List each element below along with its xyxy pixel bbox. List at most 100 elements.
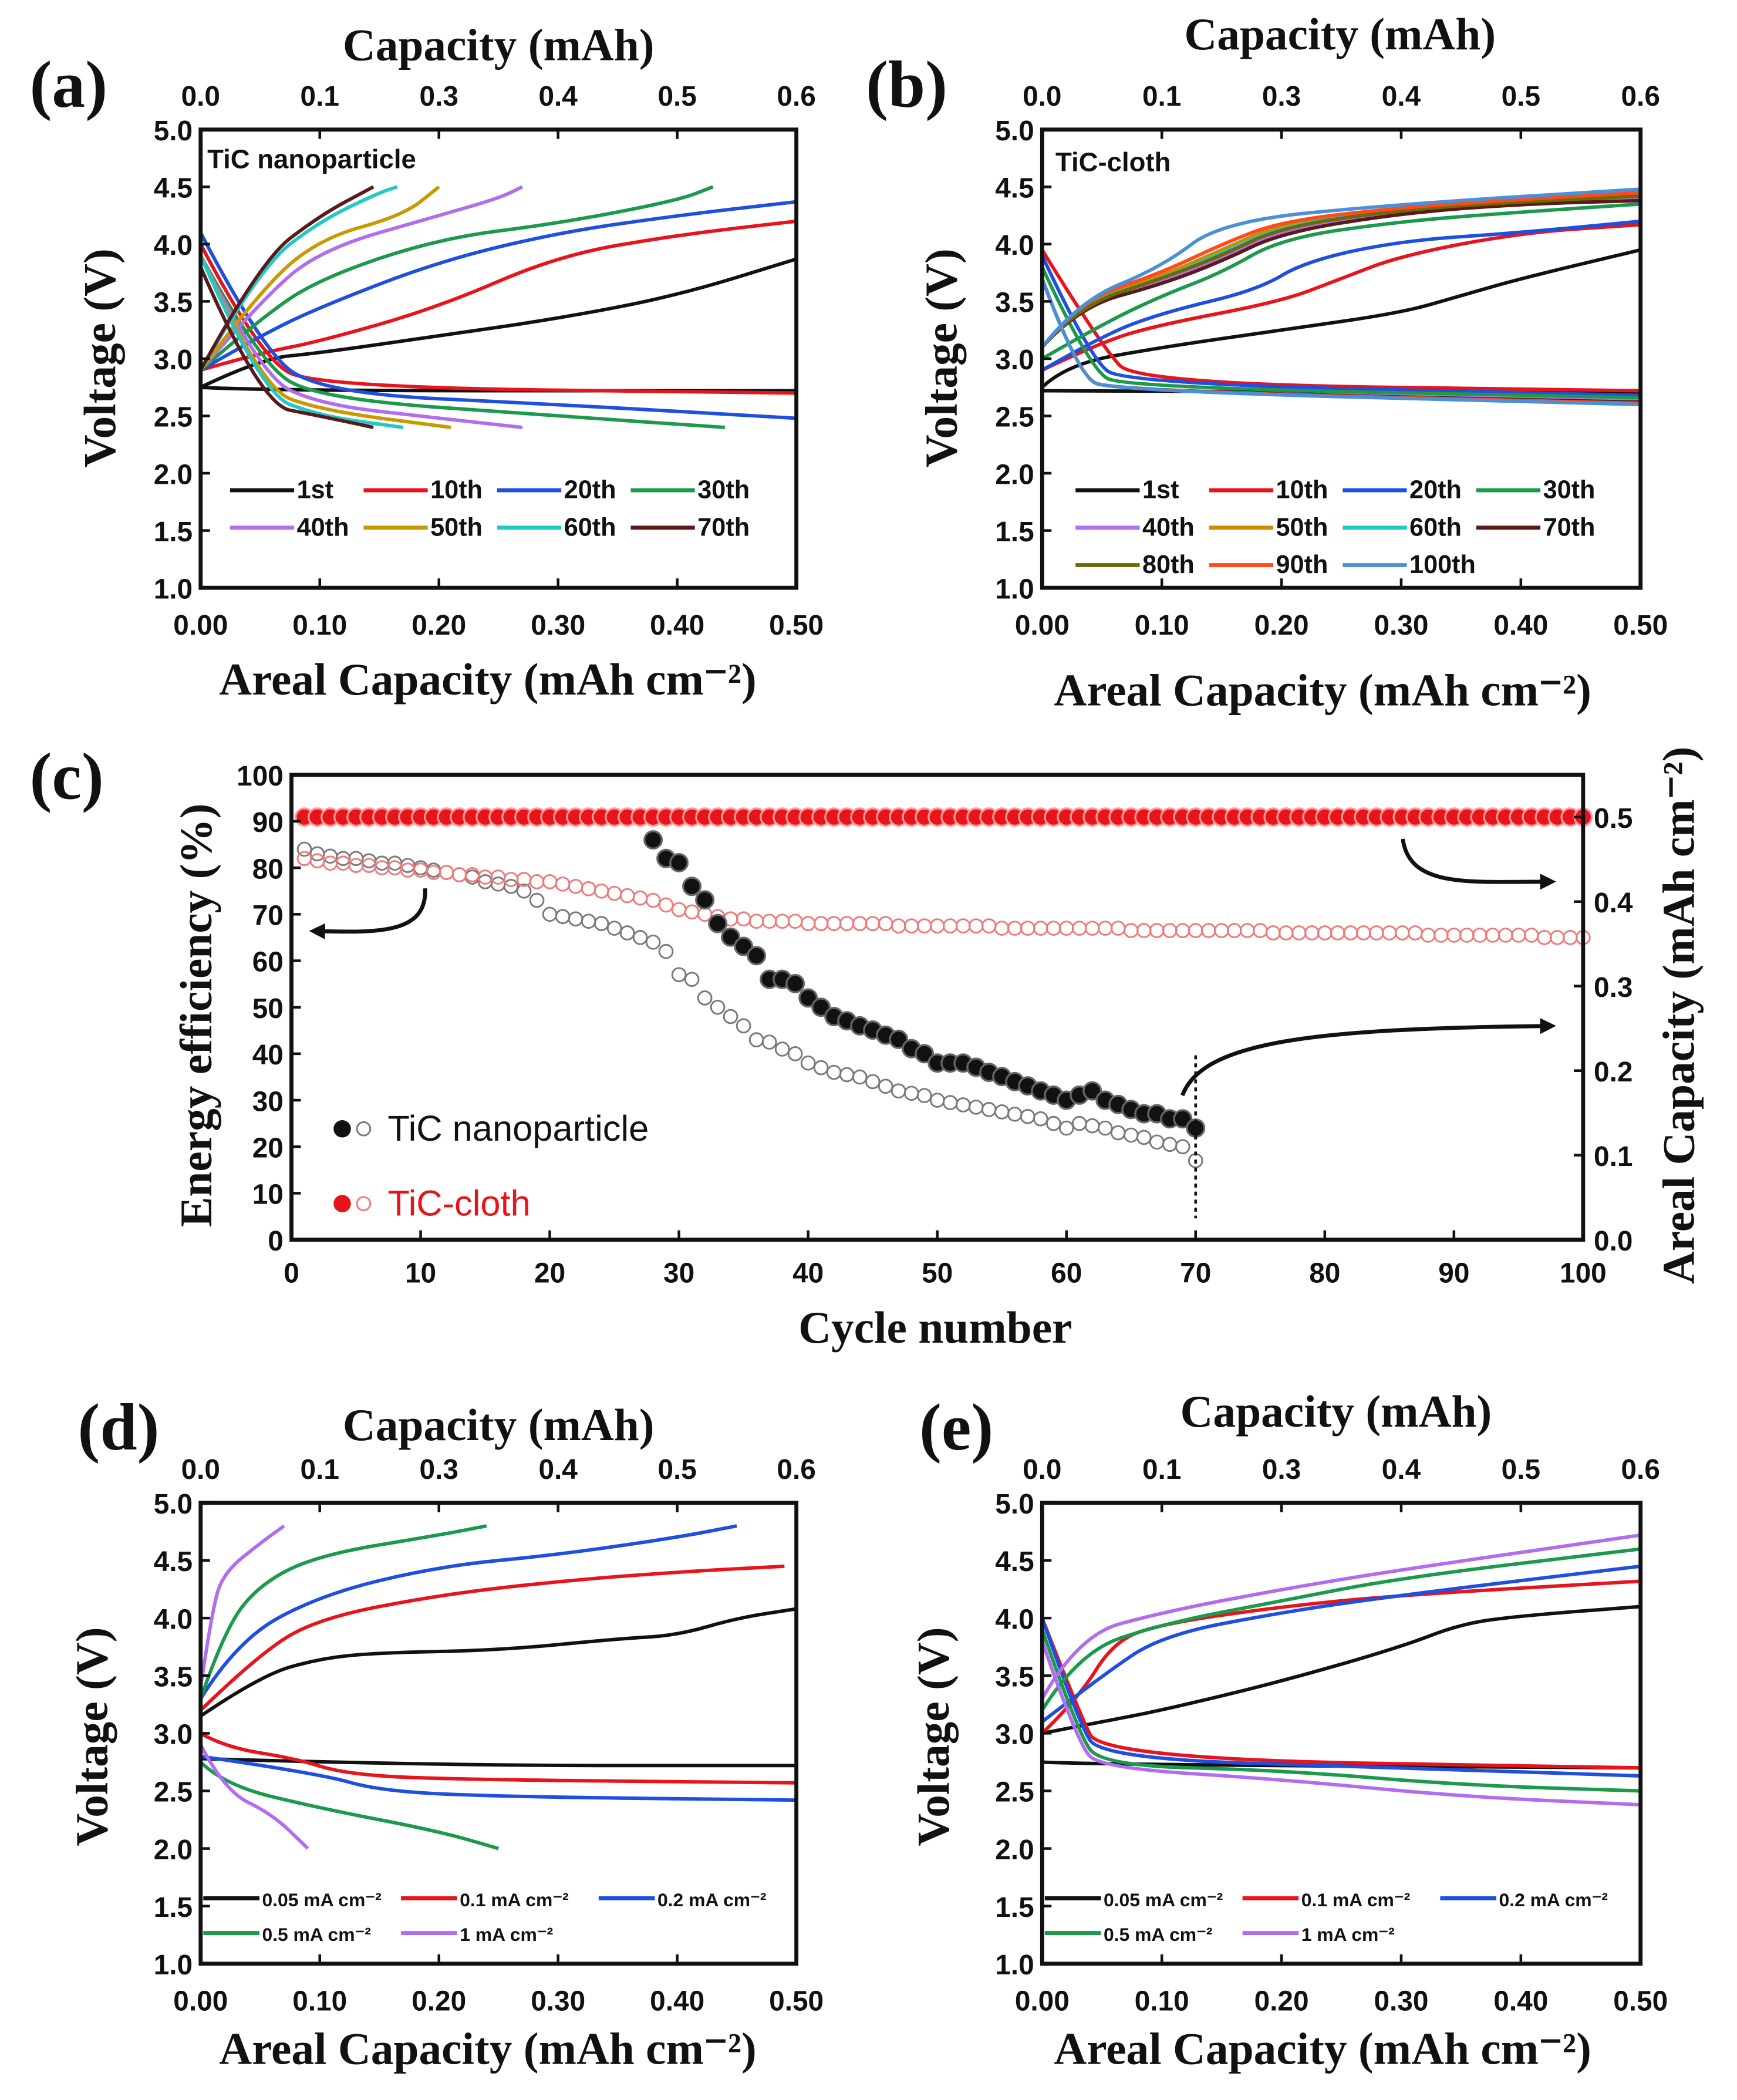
data-point bbox=[1020, 1108, 1036, 1124]
legend-label: 0.05 mA cm⁻² bbox=[262, 1889, 381, 1910]
top-tick-label: 0.1 bbox=[301, 1454, 339, 1485]
data-point bbox=[813, 916, 829, 932]
y-tick-label: 3.5 bbox=[154, 288, 193, 319]
series-charge-line bbox=[1040, 191, 1641, 349]
x-tick-label: 0.20 bbox=[412, 610, 466, 641]
data-point bbox=[734, 936, 754, 956]
data-point bbox=[708, 914, 728, 933]
series-discharge-line bbox=[1040, 1617, 1641, 1770]
data-point bbox=[1173, 1109, 1193, 1129]
y-tick-label: 1.5 bbox=[995, 517, 1034, 548]
data-point bbox=[929, 1093, 945, 1108]
y-tick-label: 4.0 bbox=[154, 1604, 193, 1635]
legend-label: 40th bbox=[297, 513, 349, 541]
series-charge-line bbox=[199, 185, 524, 372]
y-tick-label: 5.0 bbox=[154, 116, 193, 147]
panel-b: (b) Capacity (mAh) Areal Capacity (mAh cm⁻… bbox=[866, 9, 1668, 715]
right-y-tick-label: 0.3 bbox=[1594, 972, 1633, 1003]
right-y-tick-label: 0.2 bbox=[1594, 1057, 1633, 1088]
y-tick-label: 2.0 bbox=[154, 1835, 193, 1866]
data-point bbox=[1084, 921, 1100, 936]
left-y-tick-label: 0 bbox=[268, 1226, 284, 1257]
series-charge-line bbox=[199, 1524, 737, 1700]
y-tick-label: 1.5 bbox=[154, 517, 193, 548]
right-y-tick-label: 0.1 bbox=[1594, 1141, 1633, 1172]
legend-label: 50th bbox=[430, 513, 483, 541]
y-tick-label: 4.5 bbox=[154, 173, 193, 204]
data-point bbox=[1071, 921, 1087, 936]
data-point bbox=[800, 916, 816, 932]
data-point bbox=[645, 934, 661, 950]
data-point bbox=[1420, 928, 1436, 943]
data-point bbox=[671, 967, 687, 983]
data-point bbox=[684, 972, 700, 987]
data-point bbox=[1007, 1106, 1023, 1122]
data-point bbox=[555, 876, 571, 892]
top-tick-label: 0.3 bbox=[420, 81, 458, 112]
data-point bbox=[710, 999, 726, 1015]
top-tick-label: 0.4 bbox=[538, 81, 578, 112]
y-tick-label: 4.0 bbox=[154, 230, 193, 261]
y-tick-label: 2.0 bbox=[154, 459, 193, 490]
y-tick-label: 2.5 bbox=[154, 1777, 193, 1808]
x-tick-label: 0.10 bbox=[292, 610, 347, 641]
series-discharge-line bbox=[1040, 278, 1641, 406]
data-point bbox=[1162, 923, 1178, 938]
data-point bbox=[891, 918, 906, 933]
data-point bbox=[1368, 925, 1384, 941]
top-tick-label: 0.1 bbox=[1142, 1454, 1181, 1485]
left-y-tick-label: 80 bbox=[252, 854, 284, 885]
data-point bbox=[721, 927, 741, 947]
series-charge-line bbox=[199, 185, 398, 371]
series-charge-line bbox=[1041, 202, 1641, 360]
data-point bbox=[1433, 928, 1449, 943]
legend-label: 30th bbox=[1543, 476, 1596, 504]
top-tick-label: 0.6 bbox=[777, 1454, 815, 1485]
data-point bbox=[619, 888, 635, 904]
data-point bbox=[682, 877, 702, 896]
data-point bbox=[1175, 923, 1190, 938]
x-tick-label: 0.50 bbox=[769, 610, 824, 641]
series-discharge-line bbox=[200, 1757, 797, 1768]
x-tick-label: 0.10 bbox=[1135, 610, 1189, 641]
data-point bbox=[826, 916, 842, 932]
legend-label: 1st bbox=[297, 476, 333, 504]
top-tick-label: 0.1 bbox=[1142, 81, 1181, 112]
data-point bbox=[878, 1078, 893, 1094]
legend-label: 70th bbox=[1543, 513, 1596, 541]
data-point bbox=[736, 911, 751, 927]
series-charge-line bbox=[1041, 198, 1641, 349]
left-y-tick-label: 70 bbox=[252, 901, 284, 932]
data-point bbox=[1110, 1125, 1126, 1141]
y-tick-label: 2.0 bbox=[995, 459, 1034, 490]
series-charge-line bbox=[200, 219, 797, 372]
x-tick-label: 0.40 bbox=[1493, 610, 1548, 641]
series-charge-line bbox=[1041, 1564, 1641, 1724]
y-tick-label: 4.0 bbox=[995, 230, 1034, 261]
x-tick-label: 0.40 bbox=[650, 1986, 704, 2017]
data-point bbox=[878, 916, 893, 932]
x-tick-label: 80 bbox=[1309, 1258, 1340, 1289]
series-discharge-line bbox=[1040, 1617, 1641, 1778]
data-point bbox=[1020, 921, 1036, 936]
data-point bbox=[1136, 923, 1152, 938]
legend-label: 70th bbox=[697, 513, 750, 541]
data-point bbox=[555, 909, 571, 925]
data-point bbox=[1472, 928, 1488, 943]
data-point bbox=[619, 925, 635, 941]
x-tick-label: 0.00 bbox=[173, 610, 228, 641]
data-point bbox=[1033, 921, 1048, 936]
legend-label: 1st bbox=[1142, 476, 1179, 504]
y-tick-label: 2.5 bbox=[995, 1777, 1034, 1808]
x-axis-title: Areal Capacity (mAh cm⁻²) bbox=[219, 2024, 757, 2074]
data-point bbox=[748, 1032, 764, 1047]
y-tick-label: 4.0 bbox=[995, 1604, 1034, 1635]
data-point bbox=[929, 918, 945, 933]
x-tick-label: 0.00 bbox=[1015, 610, 1070, 641]
y-tick-label: 3.0 bbox=[995, 345, 1034, 376]
y-tick-label: 1.0 bbox=[154, 574, 193, 605]
x-tick-label: 0.30 bbox=[531, 610, 585, 641]
top-tick-label: 0.3 bbox=[420, 1454, 458, 1485]
data-point bbox=[1007, 921, 1023, 936]
data-point bbox=[811, 997, 831, 1017]
